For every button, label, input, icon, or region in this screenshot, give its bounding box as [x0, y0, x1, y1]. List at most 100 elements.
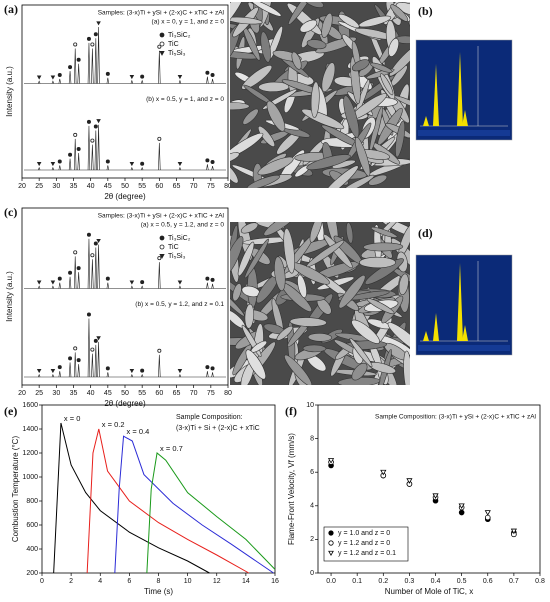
- platelet: [359, 256, 396, 269]
- peak: [106, 165, 110, 171]
- peak: [140, 373, 144, 378]
- line: [146, 452, 276, 574]
- series-label: x = 0.2: [102, 420, 125, 429]
- x-tick-label: 25: [35, 390, 43, 397]
- marker: [484, 514, 491, 521]
- phase-marker: [36, 162, 42, 167]
- peak: [158, 354, 161, 378]
- x-tick-label: 20: [18, 183, 26, 190]
- phase-marker: [129, 368, 135, 374]
- platelet: [306, 154, 351, 170]
- phase-marker: [86, 119, 91, 124]
- platelet: [251, 2, 282, 17]
- phase-marker: [90, 42, 95, 47]
- platelet: [240, 222, 259, 234]
- eds-footer: [418, 130, 510, 136]
- phase-marker: [76, 57, 81, 62]
- legend-label: y = 1.2 and z = 0.1: [338, 550, 396, 557]
- platelet: [307, 332, 332, 342]
- panel-label: (c): [4, 205, 17, 219]
- phase-marker: [76, 147, 81, 152]
- marker: [159, 254, 165, 259]
- x-tick-label: 55: [138, 183, 146, 190]
- platelet: [260, 31, 271, 63]
- platelet: [310, 81, 320, 118]
- phase-marker: [205, 276, 210, 281]
- eds-peak: [462, 325, 468, 341]
- legend-label: Ti₅Si₃: [168, 50, 186, 57]
- phase-marker: [96, 336, 101, 341]
- x-tick-label: 40: [87, 390, 95, 397]
- platelet: [242, 108, 259, 125]
- x-tick-label: 25: [35, 183, 43, 190]
- peak: [91, 353, 94, 378]
- peak: [87, 238, 91, 289]
- phase-marker: [205, 365, 210, 370]
- platelet: [246, 174, 281, 188]
- phase-marker: [177, 74, 183, 80]
- peak: [158, 50, 161, 84]
- plot-frame: [317, 404, 541, 574]
- peak: [106, 372, 110, 378]
- x-tick-label: 0.7: [509, 578, 519, 585]
- peak: [97, 244, 100, 289]
- platelet: [232, 283, 242, 302]
- peak: [37, 166, 41, 171]
- phase-marker: [57, 72, 62, 77]
- marker: [159, 32, 165, 38]
- peak: [91, 259, 94, 289]
- platelet: [257, 125, 276, 147]
- phase-marker: [73, 42, 78, 47]
- x-tick-label: 80: [224, 183, 232, 190]
- platelet: [398, 273, 409, 296]
- x-tick-label: 60: [155, 183, 163, 190]
- platelet: [380, 73, 394, 96]
- peak: [206, 76, 209, 84]
- platelet: [230, 163, 239, 184]
- y-tick-label: 800: [26, 498, 38, 505]
- phase-marker: [157, 256, 162, 261]
- peak: [140, 79, 144, 84]
- platelet: [230, 2, 246, 30]
- platelet: [283, 228, 295, 274]
- peak: [130, 373, 134, 378]
- peak: [158, 262, 161, 289]
- platelet: [345, 222, 354, 244]
- x-tick-label: 0.0: [326, 578, 336, 585]
- panel-label: (f): [285, 404, 297, 418]
- x-tick-label: 80: [224, 390, 232, 397]
- series-label: x = 0.7: [160, 444, 183, 453]
- platelet: [403, 350, 410, 385]
- peak: [97, 341, 100, 378]
- peak: [211, 283, 214, 289]
- peak: [51, 166, 55, 171]
- y-tick-label: 1200: [22, 450, 38, 457]
- y-tick-label: 0: [310, 570, 314, 577]
- peak: [178, 79, 182, 84]
- eds-peak: [457, 263, 463, 341]
- x-tick-label: 0.3: [405, 578, 415, 585]
- x-axis-label: 2θ (degree): [104, 399, 146, 408]
- eds-peak: [433, 313, 439, 341]
- legend-marker: [328, 540, 334, 546]
- phase-marker: [210, 277, 215, 282]
- pattern-label: (a) x = 0, y = 1, and z = 0: [152, 19, 225, 26]
- line: [114, 435, 274, 574]
- phase-marker: [177, 280, 183, 285]
- pattern-label: (a) x = 0.5, y = 1.2, and z = 0: [141, 222, 225, 229]
- x-tick-label: 20: [18, 390, 26, 397]
- peak: [158, 142, 161, 171]
- platelet: [302, 344, 327, 353]
- peak: [130, 79, 134, 84]
- platelet: [266, 100, 286, 132]
- platelet: [230, 102, 250, 111]
- phase-marker: [93, 338, 98, 343]
- x-tick-label: 45: [104, 183, 112, 190]
- phase-marker: [140, 161, 145, 166]
- platelet: [299, 19, 318, 33]
- peak: [77, 364, 80, 378]
- legend-label: Ti₃SiC₂: [168, 32, 191, 39]
- panel-label: (e): [4, 404, 17, 418]
- platelet: [349, 337, 373, 368]
